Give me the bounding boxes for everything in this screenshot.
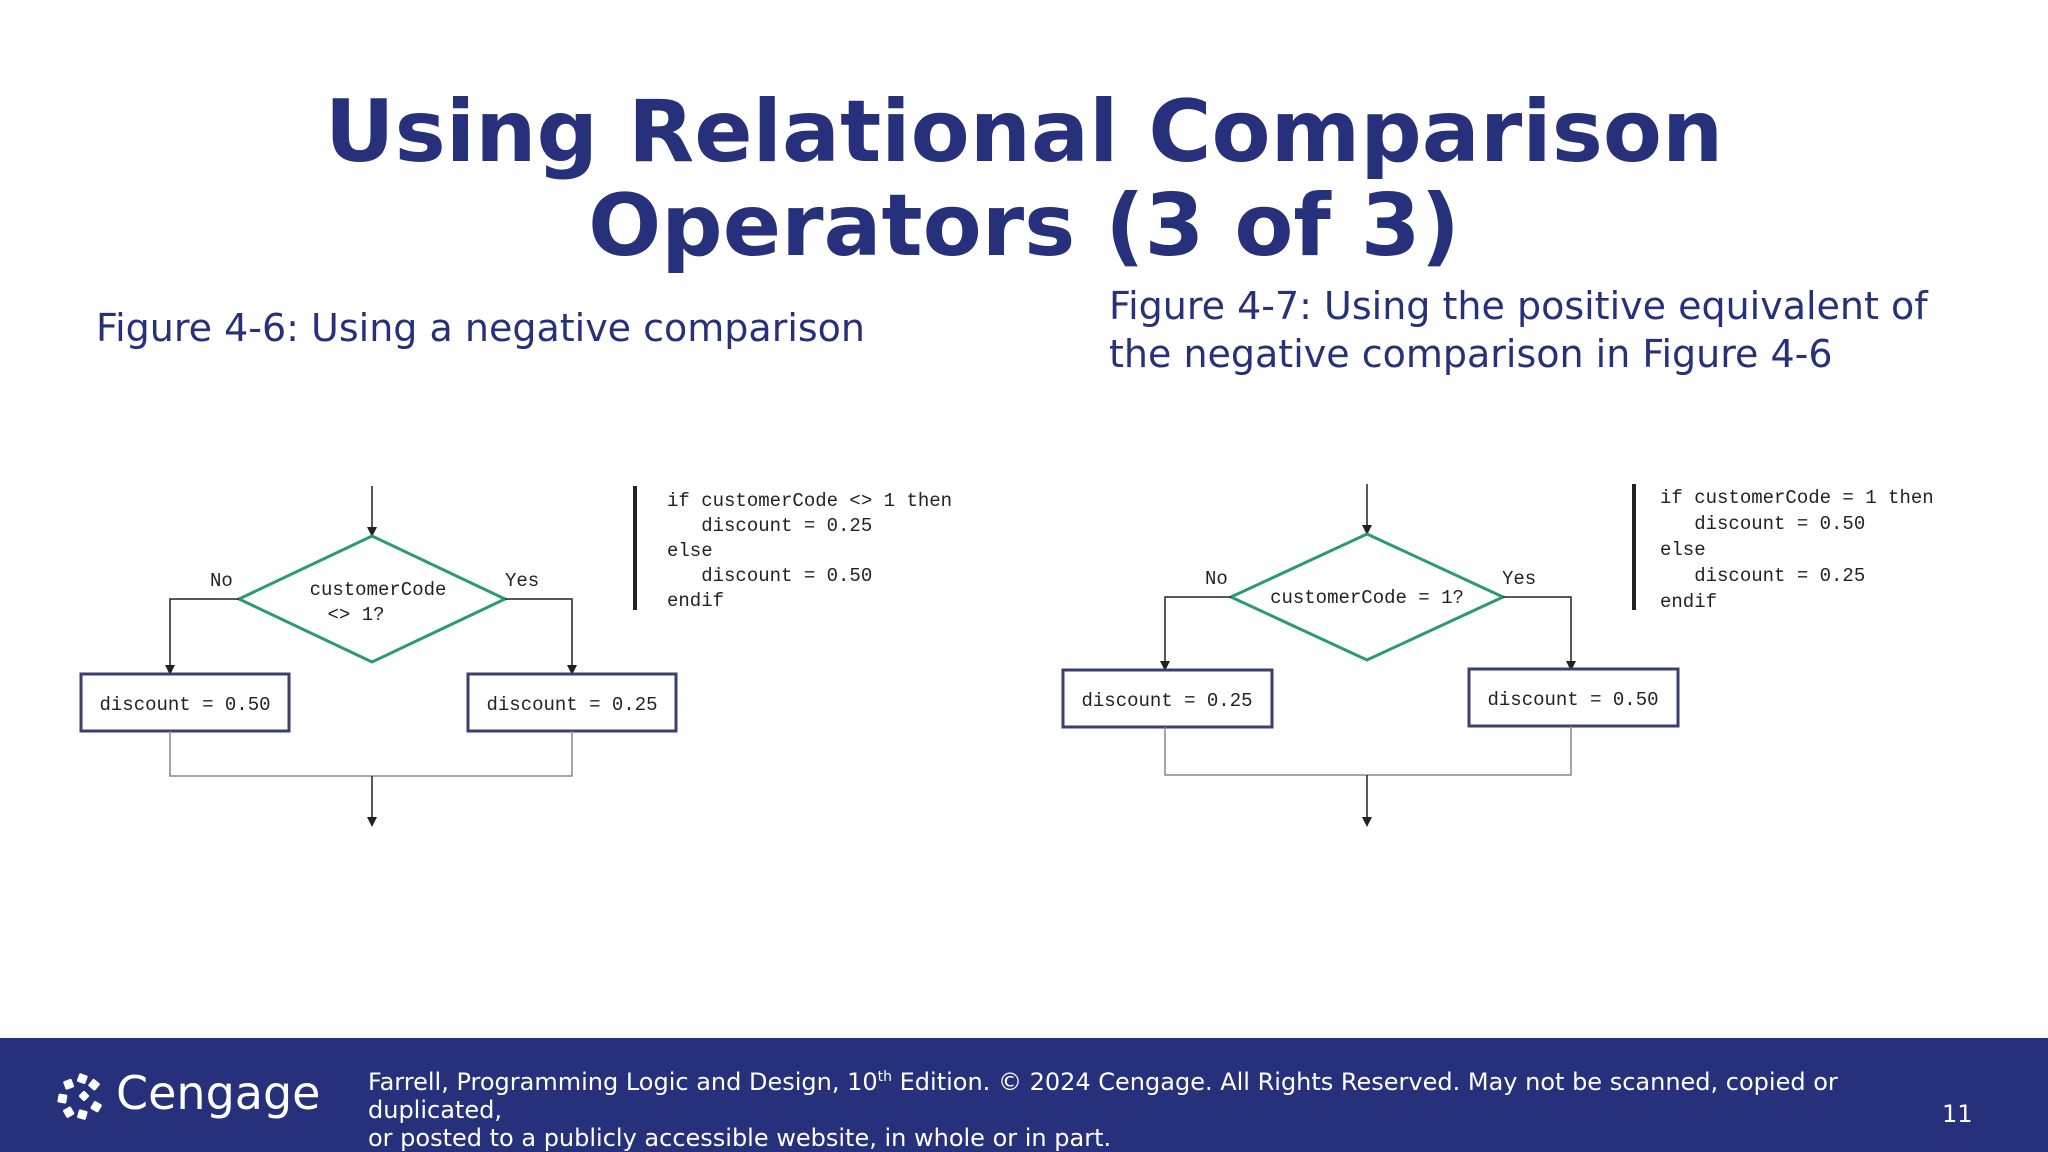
yes-label: Yes <box>505 570 539 592</box>
no-branch-line <box>1160 596 1231 671</box>
no-action-text: discount = 0.50 <box>99 694 270 716</box>
slide-footer: Cengage Farrell, Programming Logic and D… <box>0 1038 2048 1152</box>
merge-line <box>169 731 573 777</box>
code-line-3: else <box>667 540 713 562</box>
no-action-box <box>79 672 291 733</box>
merge-line <box>1164 726 1572 776</box>
decision-text-line2: <> 1? <box>327 604 384 626</box>
decision-diamond <box>235 534 509 664</box>
cengage-logo-icon <box>57 1073 102 1120</box>
code-line-2: discount = 0.50 <box>1660 513 1865 535</box>
flowchart-figures: customerCode <> 1? No Yes discount = 0.5… <box>79 484 1934 827</box>
code-line-2: discount = 0.25 <box>667 515 872 537</box>
yes-branch-line <box>505 598 577 675</box>
yes-action-text: discount = 0.25 <box>486 694 657 716</box>
figure-4-6-caption: Figure 4-6: Using a negative comparison <box>96 306 866 350</box>
code-line-1: if customerCode <> 1 then <box>667 490 952 512</box>
yes-action-box <box>1467 667 1680 728</box>
copyright-part1: Farrell, Programming Logic and Design, 1… <box>368 1068 878 1096</box>
no-label: No <box>210 570 233 592</box>
yes-label: Yes <box>1502 568 1536 590</box>
decision-diamond <box>1227 532 1507 662</box>
code-line-4: discount = 0.25 <box>1660 565 1865 587</box>
copyright-sup: th <box>877 1069 893 1085</box>
figure-4-7-caption: Figure 4-7: Using the positive equivalen… <box>1109 284 1928 376</box>
copyright-part2: Edition. © 2024 Cengage. All Rights Rese… <box>368 1068 1838 1124</box>
slide-title: Using Relational Comparison Operators (3… <box>324 82 1724 276</box>
code-line-1: if customerCode = 1 then <box>1660 487 1934 509</box>
figure-4-7: customerCode = 1? No Yes discount = 0.25… <box>1061 484 1934 827</box>
no-label: No <box>1205 568 1228 590</box>
cengage-brand: Cengage <box>116 1066 321 1120</box>
yes-branch-line <box>1503 596 1576 671</box>
no-action-box <box>1061 668 1274 729</box>
code-line-3: else <box>1660 539 1706 561</box>
copyright-notice: Farrell, Programming Logic and Design, 1… <box>368 1068 1888 1152</box>
no-action-text: discount = 0.25 <box>1081 690 1252 712</box>
copyright-line2: or posted to a publicly accessible websi… <box>368 1124 1112 1152</box>
decision-text-line1: customerCode <box>310 579 447 601</box>
yes-action-box <box>466 672 678 733</box>
no-branch-line <box>165 598 239 675</box>
code-line-4: discount = 0.50 <box>667 565 872 587</box>
figure-4-6: customerCode <> 1? No Yes discount = 0.5… <box>79 486 952 827</box>
page-number: 11 <box>1942 1100 1973 1128</box>
decision-text: customerCode = 1? <box>1270 587 1464 609</box>
yes-action-text: discount = 0.50 <box>1487 689 1658 711</box>
code-line-5: endif <box>667 590 724 612</box>
code-line-5: endif <box>1660 591 1717 613</box>
